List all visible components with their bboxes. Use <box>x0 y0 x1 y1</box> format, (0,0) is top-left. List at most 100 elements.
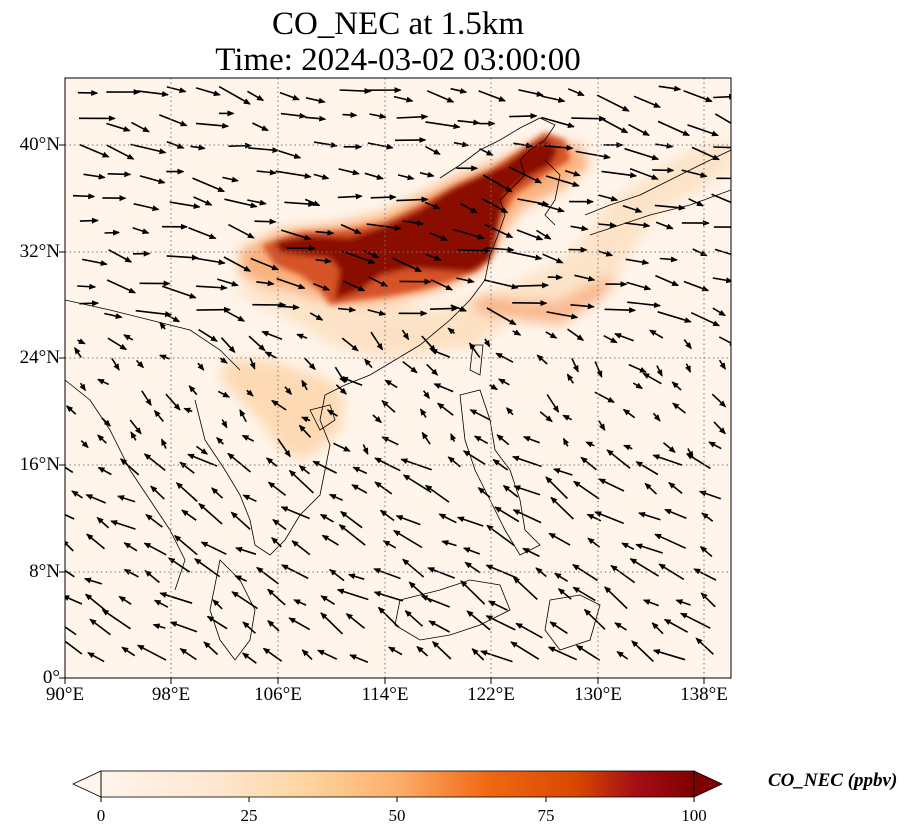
wind-vector <box>119 458 140 476</box>
colorbar-tick-label: 75 <box>537 806 555 825</box>
wind-vector <box>515 622 543 639</box>
wind-vector <box>690 311 721 327</box>
wind-vector <box>552 468 573 476</box>
wind-vector <box>629 558 659 577</box>
wind-vector <box>123 568 139 578</box>
lat-tick-label: 8°N <box>29 561 60 582</box>
wind-vector <box>220 337 236 354</box>
wind-vector <box>633 95 661 108</box>
wind-vector <box>430 348 451 359</box>
wind-vector <box>487 600 508 611</box>
wind-vector <box>509 112 538 119</box>
wind-vector <box>280 112 307 119</box>
wind-vector <box>267 481 287 497</box>
wind-vector <box>364 172 384 180</box>
wind-vector <box>547 646 578 661</box>
wind-vector <box>387 646 403 656</box>
wind-vector <box>536 229 552 240</box>
wind-vector <box>374 457 401 472</box>
colorbar-tick-label: 50 <box>388 806 406 825</box>
wind-vector <box>680 612 711 629</box>
wind-vector <box>275 170 312 179</box>
wind-vector <box>366 223 402 231</box>
wind-vector <box>548 532 571 546</box>
wind-vector <box>335 384 347 395</box>
wind-vector <box>401 329 410 341</box>
wind-vector <box>554 572 569 582</box>
wind-vector <box>562 437 570 447</box>
wind-vector <box>370 194 397 201</box>
wind-vector <box>328 493 344 502</box>
wind-vector <box>352 466 368 475</box>
wind-vector <box>478 90 506 102</box>
wind-vector <box>420 595 450 608</box>
wind-vector <box>227 452 252 473</box>
wind-vector <box>320 612 344 635</box>
wind-vector <box>644 482 658 495</box>
wind-vector <box>699 546 713 558</box>
lon-tick-label: 138°E <box>680 684 728 705</box>
wind-vector <box>65 635 83 655</box>
wind-vector <box>77 338 86 345</box>
wind-vector <box>284 200 316 207</box>
wind-vector <box>362 444 369 456</box>
wind-vector <box>711 193 731 204</box>
wind-vector <box>104 312 123 319</box>
wind-vector <box>395 515 421 526</box>
wind-vector <box>167 557 191 573</box>
wind-vector <box>231 591 258 610</box>
wind-vector <box>313 173 330 180</box>
wind-vector <box>320 595 336 605</box>
wind-vector <box>675 599 691 606</box>
wind-vector <box>557 588 572 600</box>
wind-vector <box>368 276 389 287</box>
wind-vector <box>567 328 585 341</box>
wind-vector <box>379 509 395 522</box>
wind-vector <box>337 193 363 200</box>
wind-vector <box>685 363 692 373</box>
wind-vector <box>338 524 366 546</box>
wind-vector <box>536 354 548 365</box>
wind-vector <box>284 386 292 396</box>
wind-vector <box>424 201 441 210</box>
wind-vector <box>342 250 376 264</box>
lat-tick-label: 32°N <box>19 241 60 262</box>
lon-tick-label: 98°E <box>151 684 191 705</box>
wind-vector <box>495 352 514 363</box>
wind-vector <box>447 327 456 335</box>
wind-vector <box>72 193 96 200</box>
wind-vector <box>382 540 397 549</box>
wind-vector <box>396 196 429 203</box>
wind-vector <box>571 357 579 373</box>
wind-vector <box>714 248 731 256</box>
wind-vector <box>304 357 316 371</box>
wind-vector <box>79 300 100 307</box>
wind-vector <box>713 421 726 435</box>
wind-vector <box>106 279 137 294</box>
wind-vector <box>462 450 486 466</box>
wind-vector <box>333 442 351 452</box>
wind-vector <box>106 144 135 160</box>
wind-vector <box>625 258 650 266</box>
wind-vector <box>313 141 338 148</box>
wind-vector <box>130 143 167 155</box>
wind-vector <box>489 383 498 391</box>
wind-vector <box>622 204 643 213</box>
wind-vector <box>108 249 133 263</box>
wind-vector <box>486 524 515 547</box>
wind-vector <box>196 306 231 313</box>
wind-vector <box>262 647 283 662</box>
wind-vector <box>150 485 165 500</box>
wind-vector <box>288 469 314 494</box>
wind-vector <box>198 502 223 525</box>
wind-vector <box>228 142 253 149</box>
wind-vector <box>671 381 682 391</box>
wind-vector <box>79 382 86 392</box>
wind-vector <box>562 414 573 421</box>
wind-vector <box>469 409 491 421</box>
wind-vector <box>159 354 170 361</box>
wind-vector <box>377 606 400 628</box>
wind-vector <box>246 389 254 397</box>
wind-vector <box>96 516 110 529</box>
wind-vector <box>304 198 321 207</box>
